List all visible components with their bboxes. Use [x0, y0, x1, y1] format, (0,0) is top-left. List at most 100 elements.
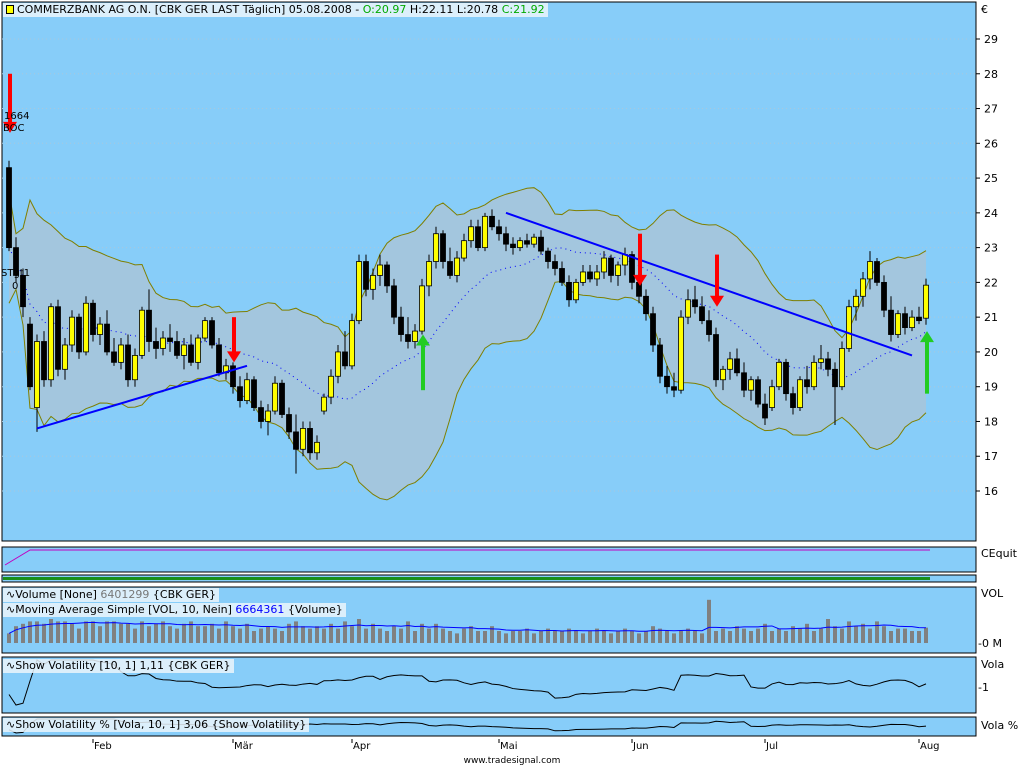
- candle-body: [216, 344, 222, 374]
- candle: [692, 285, 698, 314]
- candle: [391, 278, 397, 325]
- candle-body: [307, 428, 313, 454]
- candle: [139, 306, 145, 359]
- vola-tick-label: 1: [981, 681, 989, 694]
- candle: [664, 365, 670, 394]
- legend-name: Volume [None]: [15, 588, 97, 601]
- candle: [769, 379, 775, 412]
- candle-body: [160, 337, 166, 349]
- volume-bar: [140, 621, 144, 643]
- volume-bar: [798, 628, 802, 643]
- candle-body: [328, 375, 334, 398]
- candle: [27, 317, 33, 391]
- candle: [286, 407, 292, 439]
- candle-body: [174, 341, 180, 356]
- volume-bar: [546, 628, 550, 643]
- candle-body: [181, 344, 187, 356]
- volume-bar: [686, 628, 690, 643]
- volume-bar: [315, 626, 319, 643]
- signal-label-count: 1664: [4, 111, 30, 122]
- volume-bar: [581, 633, 585, 643]
- volume-bar: [672, 633, 676, 643]
- candle-body: [727, 358, 733, 370]
- volume-bar: [427, 628, 431, 643]
- candle: [377, 254, 383, 286]
- candle: [797, 376, 803, 412]
- y-tick-label: 21: [984, 311, 998, 324]
- candle: [202, 317, 208, 342]
- buy-arrow-icon: [416, 334, 430, 391]
- candle: [104, 310, 110, 356]
- candle: [426, 254, 432, 297]
- candle-body: [398, 316, 404, 335]
- volume-bar: [574, 631, 578, 643]
- candle: [748, 376, 754, 401]
- volume-bar: [910, 631, 914, 643]
- candle-body: [692, 299, 698, 308]
- volume-bar: [182, 623, 186, 643]
- candle: [867, 251, 873, 290]
- candle-body: [363, 261, 369, 290]
- candle: [650, 306, 656, 352]
- volume-legend[interactable]: ∿Volume [None] 6401299 {CBK GER}: [3, 588, 219, 602]
- open-value: O:20.97: [362, 3, 407, 16]
- candle: [62, 338, 68, 380]
- footer-link[interactable]: www.tradesignal.com: [463, 756, 561, 766]
- volatility-pct-legend[interactable]: ∿Show Volatility % [Vola, 10, 1] 3,06 {S…: [3, 718, 310, 732]
- volume-bar: [819, 628, 823, 643]
- volume-bar: [567, 628, 571, 643]
- candle: [811, 355, 817, 391]
- volume-bar: [301, 626, 305, 643]
- candle: [69, 310, 75, 352]
- candle-body: [321, 396, 327, 412]
- volume-bar: [721, 628, 725, 643]
- candle: [706, 310, 712, 342]
- vola-tick: -1: [978, 681, 989, 694]
- volume-bar: [420, 623, 424, 643]
- candle-body: [370, 275, 376, 290]
- candle-body: [447, 261, 453, 276]
- candle: [510, 237, 516, 255]
- volume-bar: [392, 626, 396, 643]
- volume-bar: [112, 621, 116, 643]
- candle: [279, 379, 285, 418]
- candle: [272, 376, 278, 415]
- volume-bar: [532, 633, 536, 643]
- candle-body: [825, 358, 831, 370]
- volume-bar: [371, 623, 375, 643]
- candle: [314, 435, 320, 460]
- volume-bar: [245, 623, 249, 643]
- ma-legend[interactable]: ∿Moving Average Simple [VOL, 10, Nein] 6…: [3, 603, 346, 617]
- volatility-legend[interactable]: ∿Show Volatility [10, 1] 1,11 {CBK GER}: [3, 659, 234, 673]
- candle-body: [314, 441, 320, 454]
- volume-bar: [539, 631, 543, 643]
- y-tick-label: 18: [984, 415, 998, 428]
- candle-body: [265, 410, 271, 422]
- candle: [335, 344, 341, 384]
- candle-body: [76, 316, 82, 353]
- candle-body: [433, 233, 439, 262]
- candle: [818, 344, 824, 370]
- volume-bar: [49, 619, 53, 643]
- volume-bar: [147, 626, 151, 643]
- volume-bar: [35, 621, 39, 643]
- candle-body: [300, 428, 306, 450]
- candle-body: [97, 323, 103, 335]
- candle: [41, 331, 47, 387]
- volume-bar: [889, 631, 893, 643]
- equity-axis-label: CEquit: [981, 547, 1017, 560]
- candle-body: [734, 358, 740, 374]
- volume-bar: [497, 631, 501, 643]
- candle-body: [272, 382, 278, 412]
- volume-bar: [84, 621, 88, 643]
- candle: [580, 265, 586, 286]
- candle-body: [769, 386, 775, 408]
- candle: [237, 376, 243, 408]
- signal-label-boc: BOC: [3, 123, 25, 134]
- volume-bar: [294, 621, 298, 643]
- candle-body: [13, 247, 19, 276]
- candle-body: [846, 306, 852, 349]
- vola-axis-label: Vola: [981, 658, 1005, 671]
- candle-body: [545, 250, 551, 262]
